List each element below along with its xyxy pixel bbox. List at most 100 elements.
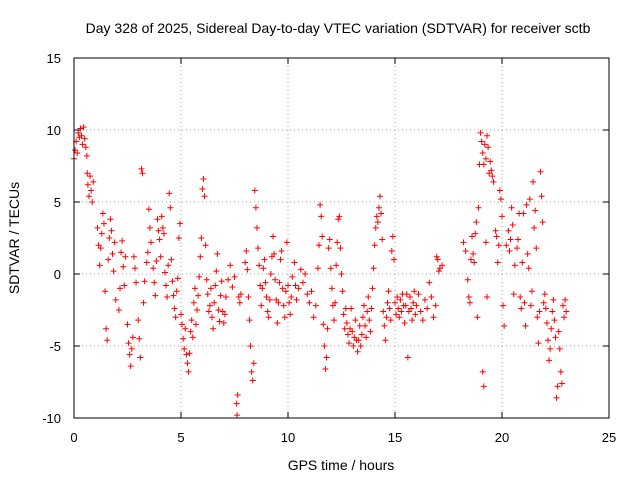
- data-point: [127, 363, 134, 370]
- data-point: [138, 165, 145, 172]
- data-point: [264, 308, 271, 315]
- data-point: [473, 219, 480, 226]
- data-point: [158, 213, 165, 220]
- data-point: [265, 314, 272, 321]
- data-point: [534, 314, 541, 321]
- data-point: [352, 317, 359, 324]
- data-point: [204, 291, 211, 298]
- data-point: [82, 144, 89, 151]
- data-point: [186, 350, 193, 357]
- data-point: [411, 288, 418, 295]
- data-point: [515, 236, 522, 243]
- data-point: [393, 311, 400, 318]
- data-point: [485, 144, 492, 151]
- data-point: [111, 239, 118, 246]
- data-point: [364, 308, 371, 315]
- data-point: [98, 230, 105, 237]
- data-point: [166, 190, 173, 197]
- data-point: [345, 340, 352, 347]
- data-point: [222, 294, 229, 301]
- data-point: [260, 265, 267, 272]
- data-point: [104, 337, 111, 344]
- data-point: [191, 285, 198, 292]
- data-point: [434, 256, 441, 263]
- data-point: [161, 269, 168, 276]
- data-point: [350, 343, 357, 349]
- data-point: [359, 314, 366, 321]
- data-point: [328, 285, 335, 292]
- data-point: [430, 314, 437, 321]
- data-point: [397, 296, 404, 303]
- data-point: [556, 345, 563, 352]
- data-point: [267, 271, 274, 277]
- data-point: [419, 317, 426, 324]
- data-point: [559, 302, 566, 309]
- data-point: [306, 299, 313, 306]
- data-point: [84, 181, 91, 188]
- data-point: [412, 311, 419, 318]
- data-point: [308, 288, 315, 295]
- data-point: [398, 308, 405, 315]
- data-point: [499, 213, 505, 220]
- data-point: [558, 380, 565, 387]
- data-point: [417, 308, 424, 315]
- data-point: [370, 265, 377, 272]
- data-point: [526, 196, 533, 203]
- data-point: [90, 178, 97, 185]
- data-point: [181, 345, 188, 352]
- data-point: [189, 334, 196, 341]
- data-point: [253, 224, 260, 231]
- data-point: [342, 305, 349, 312]
- data-point: [415, 291, 422, 298]
- data-point: [213, 268, 220, 275]
- data-point: [478, 138, 485, 145]
- data-point: [100, 220, 107, 227]
- data-point: [404, 354, 411, 361]
- data-point: [327, 265, 334, 272]
- data-point: [79, 141, 86, 148]
- data-point: [322, 366, 329, 373]
- data-point: [291, 259, 298, 266]
- data-point: [74, 150, 81, 157]
- data-point: [227, 262, 234, 269]
- data-point: [519, 259, 526, 266]
- data-point: [129, 334, 136, 341]
- data-point: [470, 250, 477, 257]
- data-point: [293, 296, 300, 303]
- data-point: [488, 167, 495, 174]
- data-point: [541, 291, 548, 298]
- data-point: [120, 263, 127, 270]
- data-point: [143, 259, 150, 266]
- data-point: [539, 219, 546, 226]
- data-point: [336, 213, 343, 220]
- data-point: [385, 288, 392, 295]
- data-point: [540, 299, 547, 306]
- data-point: [321, 343, 328, 349]
- data-point: [197, 253, 204, 260]
- data-point: [205, 308, 212, 315]
- data-point: [160, 230, 167, 237]
- data-point: [234, 391, 241, 398]
- data-point: [475, 204, 482, 211]
- data-point: [89, 199, 96, 205]
- data-point: [234, 412, 241, 419]
- data-point: [390, 256, 397, 263]
- data-point: [525, 265, 532, 272]
- data-point: [466, 299, 473, 306]
- data-point: [333, 262, 340, 269]
- data-point: [94, 224, 101, 231]
- data-point: [460, 239, 467, 246]
- data-point: [266, 296, 273, 303]
- data-point: [312, 302, 319, 309]
- data-point: [176, 220, 183, 227]
- data-point: [563, 308, 570, 315]
- data-point: [157, 253, 164, 260]
- data-point: [421, 296, 428, 303]
- data-point: [135, 317, 142, 324]
- data-point: [168, 256, 175, 263]
- data-point: [124, 321, 131, 328]
- data-point: [367, 328, 374, 335]
- data-point: [547, 345, 554, 352]
- data-point: [531, 224, 538, 231]
- data-point: [164, 294, 171, 301]
